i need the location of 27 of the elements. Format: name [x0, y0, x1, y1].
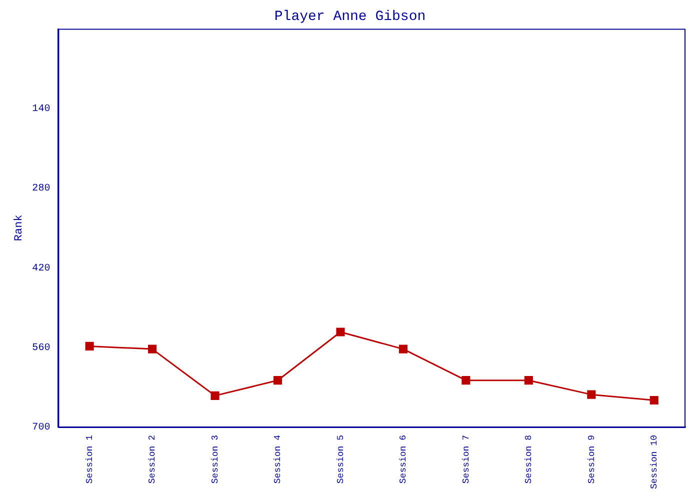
chart-title: Player Anne Gibson [274, 9, 426, 26]
point [398, 344, 408, 354]
x-tick-label: Session 7 [461, 434, 472, 484]
y-tick-label: 560 [32, 342, 50, 354]
x-tick-label: Session 10 [650, 434, 660, 490]
x-tick-label: Session 5 [336, 434, 346, 484]
point [273, 376, 282, 385]
x-tick-label: Session 1 [84, 434, 95, 484]
x-tick-label: Session 2 [148, 434, 158, 484]
point [336, 328, 345, 336]
x-tick-label: Session 4 [273, 434, 284, 484]
point [524, 376, 533, 385]
y-tick-label: 280 [32, 184, 50, 195]
y-tick-label: 140 [32, 104, 50, 116]
y-tick-label: 420 [32, 263, 50, 274]
point [587, 390, 596, 399]
point [148, 344, 157, 354]
x-tick-label: Session 9 [586, 434, 597, 484]
point [650, 396, 658, 405]
x-tick-label: Session 3 [210, 434, 220, 484]
y-tick-label: 700 [32, 422, 50, 434]
point [210, 391, 220, 400]
x-tick-label: Session 6 [398, 434, 409, 484]
y-axis-title: Rank [14, 214, 26, 242]
point [462, 376, 470, 385]
x-tick-label: Session 8 [524, 434, 534, 484]
point [85, 342, 94, 350]
